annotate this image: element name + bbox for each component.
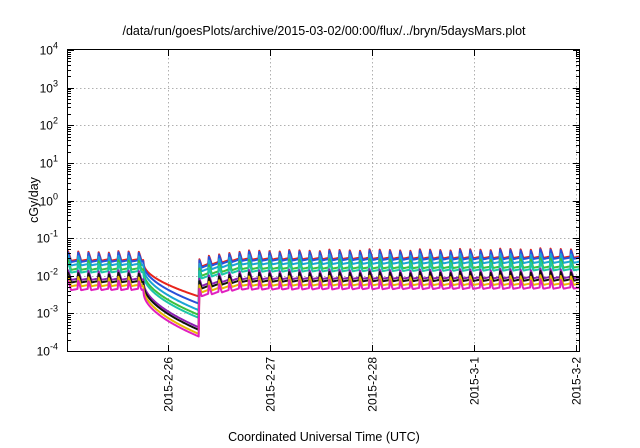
series-line-8 (67, 274, 580, 335)
y-axis-label: cGy/day (27, 176, 41, 223)
y-axis: 10-4 10-3 10-2 10-1 100 101 102 103 104 (37, 41, 579, 359)
chart-title: /data/run/goesPlots/archive/2015-03-02/0… (122, 24, 526, 38)
x-axis-label: Coordinated Universal Time (UTC) (228, 430, 420, 444)
series-line-4 (67, 257, 580, 316)
y-tick-label: 10-1 (37, 229, 58, 246)
x-tick-label: 2015-2-28 (366, 357, 380, 412)
y-tick-label: 10-3 (37, 304, 58, 321)
series-group (67, 247, 580, 338)
series-line-7 (67, 270, 580, 331)
series-line-6 (67, 267, 580, 329)
y-tick-label: 10-2 (37, 267, 58, 284)
series-line-2 (67, 248, 580, 305)
y-tick-label: 102 (40, 116, 58, 133)
series-line-3 (67, 252, 580, 312)
x-tick-label: 2015-3-1 (468, 357, 482, 405)
grid (68, 50, 579, 351)
x-tick-label: 2015-2-26 (162, 357, 176, 412)
series-line-9 (67, 278, 580, 338)
y-tick-label: 103 (40, 79, 58, 96)
y-tick-label: 104 (40, 41, 58, 58)
x-tick-label: 2015-3-2 (570, 357, 584, 405)
y-tick-label: 10-4 (37, 342, 58, 359)
y-tick-label: 101 (40, 154, 58, 171)
plot-frame (67, 49, 580, 352)
x-tick-label: 2015-2-27 (264, 357, 278, 412)
y-tick-label: 100 (40, 192, 58, 209)
x-axis: 2015-2-26 2015-2-27 2015-2-28 2015-3-1 2015-… (162, 50, 584, 412)
series-line-5 (67, 259, 580, 319)
series-line-1 (67, 247, 580, 298)
